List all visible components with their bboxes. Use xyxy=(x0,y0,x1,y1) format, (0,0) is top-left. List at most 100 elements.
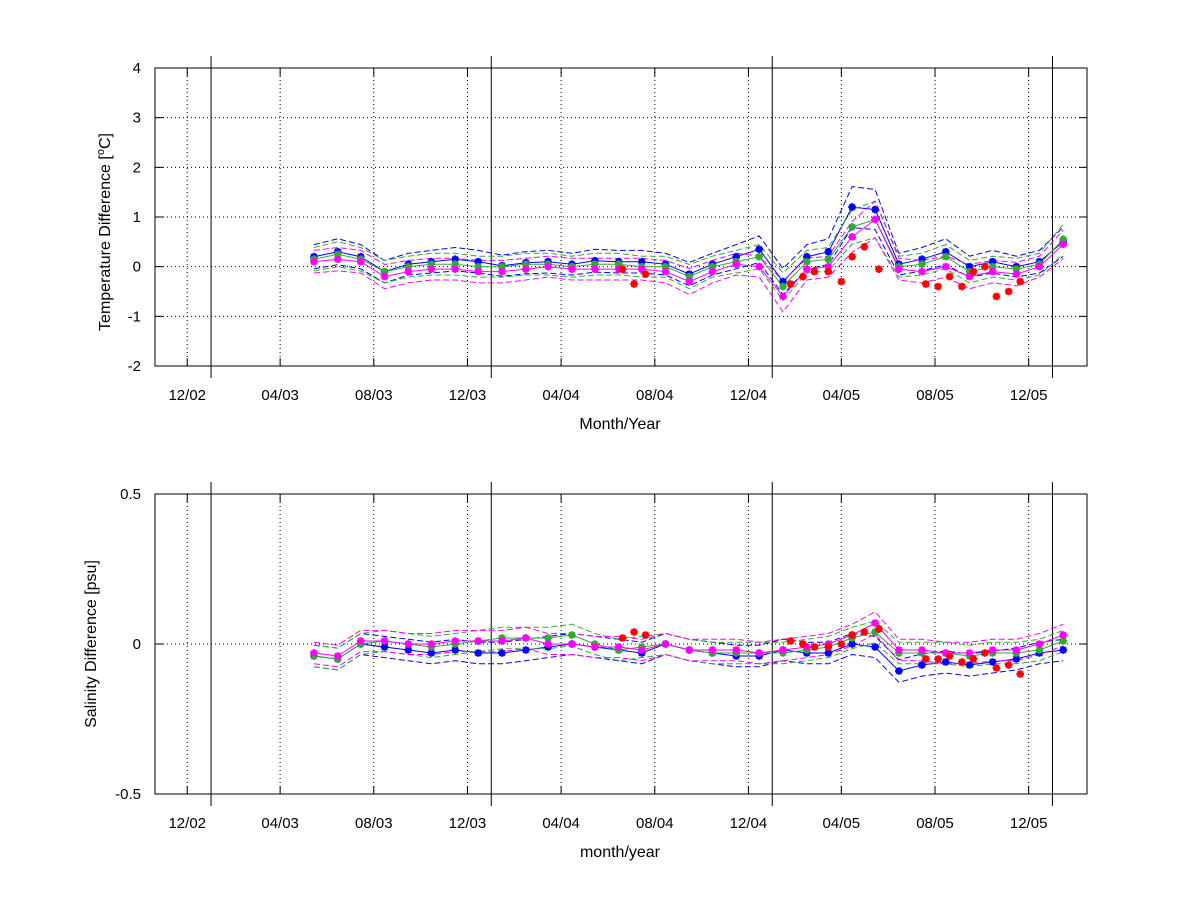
salinity-data-point xyxy=(522,634,530,642)
temperature-data-point xyxy=(871,205,879,214)
salinity-data-point xyxy=(630,628,638,636)
salinity-data-point xyxy=(522,646,530,654)
salinity-data-point xyxy=(837,640,846,648)
salinity-data-point xyxy=(969,655,978,663)
temperature-data-point xyxy=(988,262,997,271)
salinity-data-point xyxy=(810,643,819,651)
temperature-data-point xyxy=(404,267,413,276)
temperature-data-point xyxy=(918,255,926,264)
salinity-y-tick-label: -0.5 xyxy=(115,786,141,803)
temperature-data-point xyxy=(755,245,763,254)
salinity-data-point xyxy=(988,658,997,666)
salinity-data-point xyxy=(310,649,318,657)
salinity-data-point xyxy=(934,655,942,663)
temperature-series-envelope-lower xyxy=(313,237,1064,313)
temperature-data-point xyxy=(779,277,787,286)
temperature-y-tick-label: 2 xyxy=(133,159,141,176)
temperature-data-point xyxy=(837,277,846,286)
temperature-data-point xyxy=(941,252,950,261)
salinity-data-point xyxy=(498,637,506,645)
salinity-data-point xyxy=(848,631,856,639)
temperature-data-point xyxy=(802,257,811,266)
temperature-data-point xyxy=(969,267,978,276)
temperature-data-point xyxy=(965,267,974,276)
salinity-data-point xyxy=(848,640,856,648)
salinity-data-point xyxy=(871,628,879,636)
salinity-data-point xyxy=(875,625,883,633)
salinity-data-point xyxy=(427,649,436,657)
temperature-y-tick-label: -2 xyxy=(128,358,141,375)
temperature-data-point xyxy=(641,270,650,278)
temperature-data-point xyxy=(427,260,436,268)
temperature-data-point xyxy=(895,265,903,273)
salinity-data-point xyxy=(356,637,365,645)
temperature-panel: -2 -1 0 1 2 3 4 12/02 04/03 08/03 12/03 04/04 08/04 1… xyxy=(95,56,1088,433)
temperature-data-point xyxy=(498,267,506,276)
temperature-x-tick-label: 08/05 xyxy=(916,387,954,404)
temperature-y-tick-label: 1 xyxy=(133,209,141,226)
salinity-data-point xyxy=(1059,637,1067,645)
temperature-data-point xyxy=(661,262,670,271)
salinity-data-point xyxy=(637,646,646,654)
temperature-data-point xyxy=(941,262,950,271)
temperature-ylabel-degree: o xyxy=(95,149,107,155)
temperature-data-point xyxy=(965,262,974,271)
salinity-data-point xyxy=(779,646,787,654)
temperature-data-point xyxy=(988,257,997,266)
salinity-data-point xyxy=(451,637,459,645)
salinity-data-point xyxy=(871,643,879,651)
salinity-data-point xyxy=(895,667,903,675)
temperature-data-point xyxy=(824,262,833,271)
salinity-data-point xyxy=(544,634,552,642)
temperature-data-point xyxy=(848,203,856,211)
salinity-data-point xyxy=(661,640,670,648)
temperature-data-point xyxy=(614,265,623,273)
salinity-data-point xyxy=(860,628,869,636)
salinity-data-point xyxy=(427,640,436,648)
salinity-data-point xyxy=(1012,655,1021,663)
salinity-x-tick-label: 08/04 xyxy=(636,815,674,832)
salinity-data-point xyxy=(685,646,694,654)
salinity-data-point xyxy=(544,640,552,648)
temperature-x-tick-label: 12/02 xyxy=(168,387,206,404)
salinity-data-point xyxy=(1059,646,1067,654)
salinity-data-point xyxy=(568,631,576,639)
temperature-series-envelope-upper xyxy=(313,200,1064,282)
salinity-data-point xyxy=(614,643,623,651)
salinity-data-point xyxy=(786,637,795,645)
temperature-data-point xyxy=(965,272,974,281)
temperature-data-point xyxy=(591,265,599,273)
temperature-data-point xyxy=(945,272,954,281)
temperature-x-tick-label: 08/03 xyxy=(355,387,393,404)
salinity-data-point xyxy=(941,658,950,666)
salinity-year-lines xyxy=(210,482,1053,806)
salinity-data-point xyxy=(404,646,413,654)
temperature-markers xyxy=(310,203,1067,301)
salinity-data-point xyxy=(732,646,740,654)
temperature-y-tick-label: 0 xyxy=(133,259,141,276)
salinity-data-point xyxy=(988,646,997,654)
salinity-data-point xyxy=(918,646,926,654)
salinity-data-point xyxy=(1016,670,1025,678)
temperature-x-tick-label: 04/05 xyxy=(823,387,861,404)
temperature-data-point xyxy=(333,255,342,264)
temperature-data-point xyxy=(685,277,694,286)
salinity-markers xyxy=(310,619,1067,678)
temperature-data-point xyxy=(848,233,856,241)
salinity-data-point xyxy=(755,649,763,657)
temperature-x-tick-label: 04/03 xyxy=(261,387,299,404)
temperature-data-point xyxy=(661,267,670,276)
temperature-data-point xyxy=(568,265,576,273)
temperature-series-envelope-upper xyxy=(313,200,1064,274)
salinity-x-axis-label: month/year xyxy=(580,844,661,861)
temperature-data-point xyxy=(958,282,966,291)
salinity-y-tick-label: 0 xyxy=(133,636,141,653)
salinity-data-point xyxy=(799,640,807,648)
salinity-data-point xyxy=(958,658,966,666)
salinity-x-tick-label: 04/03 xyxy=(261,815,299,832)
temperature-data-point xyxy=(779,282,787,291)
salinity-data-point xyxy=(824,649,833,657)
salinity-data-point xyxy=(921,655,930,663)
temperature-data-point xyxy=(1012,270,1021,278)
